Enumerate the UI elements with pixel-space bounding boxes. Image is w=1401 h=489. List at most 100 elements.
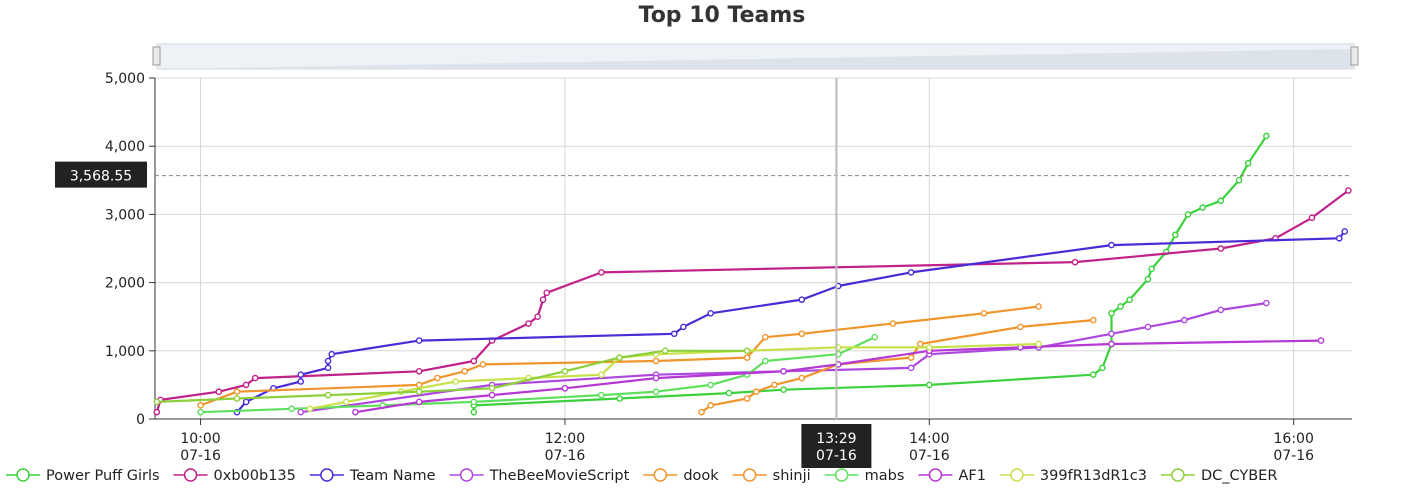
data-point (1017, 323, 1024, 331)
data-point (1263, 299, 1270, 307)
data-point (415, 381, 423, 389)
legend-item[interactable]: Power Puff Girls (6, 468, 160, 484)
range-left-handle[interactable] (152, 46, 161, 66)
data-point (616, 354, 623, 361)
series-group (233, 228, 1349, 416)
data-point (798, 374, 806, 382)
legend-symbol-marker (834, 468, 849, 482)
data-point (743, 354, 751, 361)
legend-item[interactable]: 399fR13dR1c3 (999, 468, 1147, 484)
x-tick-time: 10:00 (180, 431, 220, 447)
data-point (488, 391, 496, 399)
data-point (1089, 316, 1097, 324)
legend-label: mabs (865, 468, 905, 484)
data-point (415, 398, 423, 406)
data-point (1108, 309, 1115, 317)
data-point (470, 398, 478, 406)
data-point (670, 330, 678, 338)
legend-item[interactable]: dook (643, 468, 719, 484)
legend-item[interactable]: shinji (732, 468, 811, 484)
legend-item[interactable]: mabs (824, 468, 905, 484)
range-right-handle[interactable] (1350, 46, 1359, 66)
data-point (889, 320, 897, 327)
data-point (980, 309, 988, 317)
data-point (470, 357, 478, 365)
data-point (470, 408, 478, 416)
x-tick-date: 07-16 (545, 448, 586, 464)
data-point (452, 378, 459, 385)
data-point (1171, 231, 1179, 239)
legend-label: DC_CYBER (1201, 468, 1277, 484)
data-point (1341, 228, 1349, 235)
data-point (434, 374, 441, 382)
data-point (1126, 296, 1134, 303)
data-point (1144, 323, 1152, 331)
series-line (300, 302, 1267, 414)
legend-label: AF1 (958, 468, 986, 484)
data-point (1263, 132, 1270, 140)
data-point (1108, 330, 1115, 338)
data-point (1181, 316, 1188, 324)
data-point (415, 388, 423, 396)
data-point (233, 388, 241, 396)
legend-symbol-marker (16, 468, 30, 482)
y-tick-label: 4,000 (105, 139, 145, 155)
data-point (1071, 258, 1079, 266)
data-point (907, 269, 915, 276)
legend: Power Puff Girls 0xb00b135 Team Name TheBee… (6, 468, 1277, 484)
series-line (155, 189, 1350, 413)
data-point (798, 296, 806, 303)
series-line (700, 319, 1094, 414)
data-point (288, 405, 295, 413)
data-point (661, 347, 669, 355)
legend-label: 0xb00b135 (214, 468, 296, 484)
data-point (306, 405, 314, 413)
data-point (197, 402, 204, 409)
data-point (1217, 197, 1225, 205)
data-point (1184, 211, 1192, 218)
data-point (343, 398, 350, 406)
data-point (762, 333, 769, 341)
data-point (153, 408, 161, 416)
legend-label: shinji (773, 468, 811, 484)
axes: 01,0002,0003,0004,0005,00010:0007-1612:0… (105, 71, 1352, 464)
data-point (598, 371, 605, 378)
series-group (153, 347, 751, 406)
data-point (153, 398, 161, 406)
data-point (1144, 275, 1152, 283)
data-point (1117, 303, 1124, 310)
legend-item[interactable]: TheBeeMovieScript (449, 468, 630, 484)
data-point (352, 408, 359, 416)
series-group (153, 187, 1352, 416)
data-point (1099, 364, 1106, 372)
data-point (707, 402, 714, 409)
range-navigator[interactable] (156, 43, 1355, 70)
data-point (415, 337, 423, 344)
data-point (197, 408, 204, 416)
legend-item[interactable]: Team Name (309, 468, 436, 484)
data-point (680, 323, 687, 331)
data-point (251, 374, 259, 382)
data-point (415, 367, 423, 375)
legend-symbol-marker (653, 468, 668, 482)
x-tick-date: 07-16 (180, 448, 221, 464)
data-point (771, 381, 778, 389)
data-point (652, 388, 660, 396)
y-tick-label: 1,000 (105, 344, 145, 360)
legend-symbol-marker (183, 468, 198, 482)
data-point (488, 385, 496, 392)
x-tick-date: 07-16 (1273, 448, 1314, 464)
legend-item[interactable]: DC_CYBER (1160, 468, 1277, 484)
crosshair-y-label-box (55, 161, 147, 188)
x-tick-time: 12:00 (545, 431, 585, 447)
data-point (534, 313, 541, 321)
data-point (743, 395, 751, 402)
data-point (297, 371, 305, 378)
legend-item[interactable]: 0xb00b135 (173, 468, 296, 484)
data-point (907, 354, 915, 361)
data-point (242, 381, 250, 389)
data-point (780, 367, 787, 375)
data-point (1244, 159, 1252, 167)
data-point (616, 395, 623, 402)
legend-item[interactable]: AF1 (918, 468, 986, 484)
